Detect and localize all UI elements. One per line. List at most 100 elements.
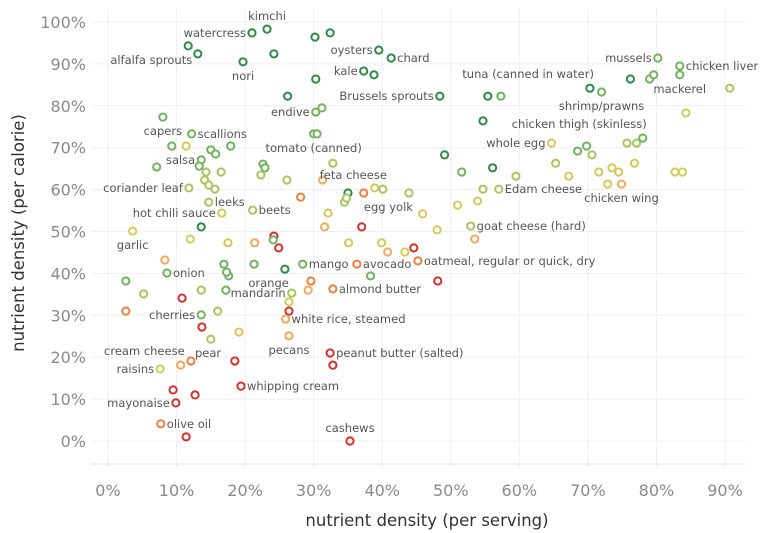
y-tick-label: 70% xyxy=(50,139,86,158)
data-point xyxy=(625,74,635,84)
point-label: chard xyxy=(397,51,429,65)
data-point xyxy=(312,129,322,139)
data-point xyxy=(167,141,177,151)
data-point xyxy=(675,70,685,80)
point-label: whipping cream xyxy=(247,379,339,393)
x-tick-label: 70% xyxy=(570,481,606,500)
y-tick-label: 0% xyxy=(61,432,86,451)
data-point xyxy=(155,364,165,374)
point-label: orange xyxy=(248,276,288,290)
y-tick-label: 40% xyxy=(50,264,86,283)
data-point xyxy=(284,331,294,341)
point-label: mussels xyxy=(605,51,652,65)
data-point xyxy=(478,184,488,194)
point-label: mackerel xyxy=(653,82,706,96)
point-label: beets xyxy=(259,203,291,217)
data-point xyxy=(298,259,308,269)
data-point xyxy=(249,259,259,269)
y-axis-ticks: 0% 10% 20% 30% 40% 50% 60% 70% 80% 90% 100% xyxy=(40,13,86,451)
data-point xyxy=(217,208,227,218)
data-point xyxy=(128,226,138,236)
data-point xyxy=(223,238,233,248)
data-point xyxy=(581,141,592,151)
data-point xyxy=(359,188,369,198)
data-point xyxy=(310,32,320,42)
y-tick-label: 80% xyxy=(50,97,86,116)
data-point xyxy=(323,208,333,218)
point-label: tuna (canned in water) xyxy=(462,67,594,81)
y-tick-label: 50% xyxy=(50,223,86,242)
point-label: raisins xyxy=(117,362,154,376)
data-point xyxy=(204,197,214,207)
data-point xyxy=(204,180,214,190)
point-label: capers xyxy=(144,124,182,138)
data-point xyxy=(184,183,194,193)
data-point xyxy=(546,138,557,148)
data-point xyxy=(551,158,561,168)
data-point xyxy=(435,91,445,101)
data-point xyxy=(374,45,384,55)
data-point xyxy=(369,70,379,80)
data-point xyxy=(594,167,604,177)
data-point xyxy=(320,222,330,232)
x-tick-label: 20% xyxy=(227,481,263,500)
data-point xyxy=(158,112,168,122)
data-point xyxy=(216,167,226,177)
point-label: pear xyxy=(195,346,221,360)
y-tick-label: 30% xyxy=(50,306,86,325)
point-label: avocado xyxy=(363,257,412,271)
point-label: cream cheese xyxy=(104,344,185,358)
data-point xyxy=(670,167,680,177)
data-point xyxy=(201,167,211,177)
gridlines xyxy=(92,8,745,468)
x-axis-title: nutrient density (per serving) xyxy=(305,511,548,530)
data-point xyxy=(483,91,493,101)
data-point xyxy=(156,419,166,429)
data-point xyxy=(206,334,216,344)
data-point xyxy=(181,141,191,151)
data-point xyxy=(725,83,735,93)
point-label: salsa xyxy=(166,153,195,167)
data-point xyxy=(303,285,313,295)
y-axis-title: nutrient density (per calorie) xyxy=(9,114,28,352)
data-point xyxy=(433,276,443,286)
point-label: coriander leaf xyxy=(103,181,184,195)
point-label: leeks xyxy=(215,195,245,209)
point-label: chicken wing xyxy=(584,191,659,205)
point-label: endive xyxy=(271,105,310,119)
data-point xyxy=(328,158,338,168)
data-point xyxy=(280,264,290,274)
data-point xyxy=(234,327,244,337)
point-label: scallions xyxy=(198,127,247,141)
data-point xyxy=(365,271,376,281)
point-label: white rice, steamed xyxy=(292,312,406,326)
point-label: garlic xyxy=(117,238,149,252)
data-point xyxy=(616,179,627,189)
data-point xyxy=(607,163,617,173)
data-point xyxy=(256,170,266,180)
point-label: kale xyxy=(334,64,358,78)
data-point xyxy=(139,289,149,299)
point-label: onion xyxy=(173,266,205,280)
point-label: mayonaise xyxy=(107,396,170,410)
data-point xyxy=(409,243,419,253)
data-point xyxy=(284,306,294,316)
data-point xyxy=(177,293,187,303)
point-label: mandarin xyxy=(231,286,286,300)
data-point xyxy=(587,150,597,160)
data-point xyxy=(494,184,504,194)
point-label: egg yolk xyxy=(364,200,413,214)
data-point xyxy=(306,276,316,286)
data-point xyxy=(511,171,521,181)
data-point xyxy=(357,222,367,232)
data-point xyxy=(597,87,607,97)
data-point xyxy=(211,149,221,159)
data-point xyxy=(376,238,387,248)
data-point xyxy=(193,49,203,59)
data-point xyxy=(649,70,659,80)
data-point xyxy=(186,356,196,366)
point-label: Brussels sprouts xyxy=(339,89,433,103)
data-point xyxy=(328,284,338,294)
data-point xyxy=(573,146,583,156)
data-point xyxy=(653,53,663,63)
